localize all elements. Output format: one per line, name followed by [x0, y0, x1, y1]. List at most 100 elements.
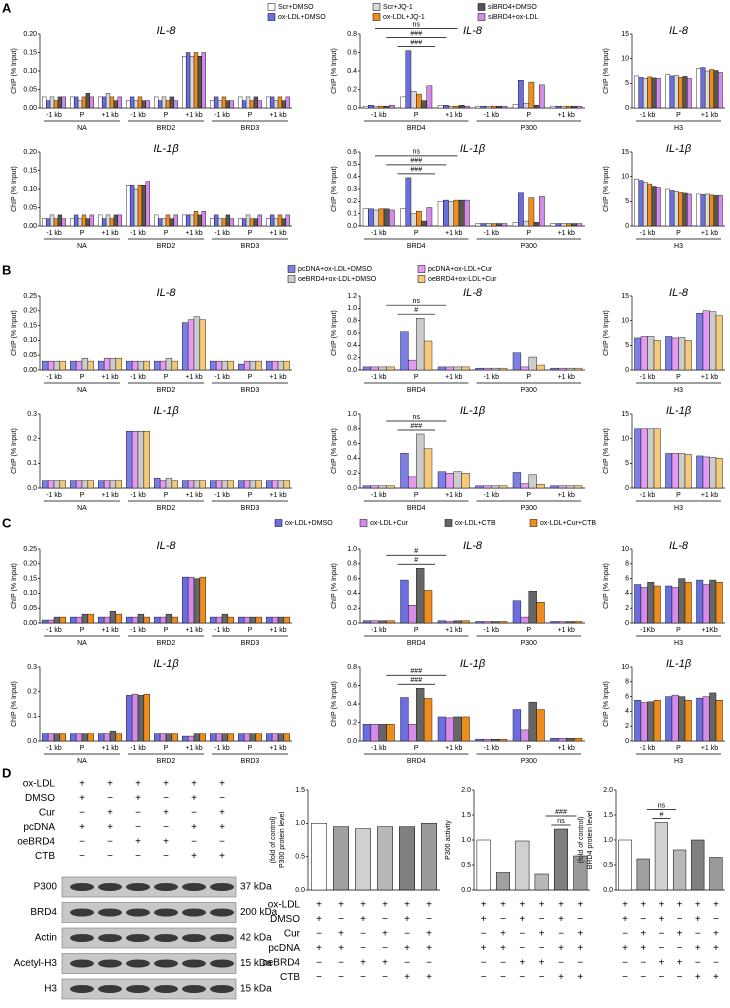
group-label: NA [77, 758, 87, 765]
bar [696, 579, 704, 624]
treatment-sign: + [404, 914, 410, 925]
y-axis-label: ChIP (% Input) [603, 563, 610, 609]
bar [109, 610, 117, 624]
bar [70, 96, 75, 109]
bar [137, 96, 143, 109]
x-tick-label: -1 kb [640, 745, 656, 752]
y-tick-label: 0.3 [27, 411, 37, 418]
blot-band [210, 985, 234, 993]
bar [480, 223, 487, 227]
bar [566, 367, 575, 371]
bar [171, 733, 178, 742]
x-tick-label: P [80, 374, 85, 381]
bar [533, 105, 540, 109]
bar [238, 616, 245, 624]
blot-band [210, 934, 234, 942]
y-tick-label: 2 [625, 605, 629, 612]
x-tick-label: -1 kb [371, 627, 387, 634]
x-tick-label: +1 kb [558, 374, 575, 381]
y-axis-label: P300 protein level [279, 812, 286, 868]
treatment-sign: + [658, 914, 664, 925]
bar [555, 105, 562, 109]
bar [423, 698, 433, 742]
x-tick-label: P [248, 374, 253, 381]
treatment-sign: − [622, 972, 628, 983]
bar [682, 192, 688, 227]
legend-label: siBRD4+DMSO [488, 4, 537, 11]
bar [671, 694, 679, 742]
treatment-sign: + [135, 793, 141, 804]
treatment-sign: + [695, 914, 701, 925]
treatment-sign: − [191, 808, 197, 819]
y-tick-label: 1.5 [603, 812, 613, 819]
y-tick-label: 0.20 [23, 308, 37, 315]
bar [42, 619, 49, 624]
treatment-sign: + [713, 943, 719, 954]
chart-title: IL-1β [153, 143, 179, 155]
treatment-sign: − [135, 808, 141, 819]
bar [215, 733, 223, 742]
bar [518, 192, 524, 227]
bar [245, 96, 251, 109]
bar [201, 210, 206, 227]
y-tick-label: 0.25 [23, 293, 37, 300]
significance-label: # [414, 307, 418, 314]
bar [491, 738, 500, 742]
bar [416, 318, 425, 371]
x-tick-label: -1 kb [640, 374, 656, 381]
bar [129, 185, 135, 227]
treatment-sign: − [338, 972, 344, 983]
blot-name: Acetyl-H3 [14, 958, 58, 969]
y-axis-label: ChIP (% Input) [603, 310, 610, 356]
y-tick-label: 6 [625, 575, 629, 582]
bar [266, 360, 273, 371]
treatment-sign: + [79, 793, 85, 804]
bar [523, 103, 529, 109]
bar [53, 360, 61, 371]
bar [618, 839, 632, 891]
y-tick-label: 0 [625, 223, 629, 230]
bar [115, 733, 122, 742]
bar [105, 214, 111, 227]
x-tick-label: +1 kb [558, 627, 575, 634]
bar [61, 218, 66, 227]
y-tick-label: 15 [621, 293, 629, 300]
bar [464, 105, 470, 109]
bar [378, 724, 387, 742]
bar [154, 477, 161, 489]
treatment-sign: + [658, 900, 664, 911]
chart-title: IL-8 [157, 287, 177, 299]
bar [103, 357, 111, 371]
bar [115, 357, 122, 371]
bar [523, 220, 529, 227]
blot-band [154, 985, 178, 993]
bar [165, 613, 173, 624]
treatment-sign: − [677, 914, 683, 925]
y-tick-label: 0.5 [295, 854, 305, 861]
treatment-sign: + [163, 837, 169, 848]
treatment-sign: + [316, 900, 322, 911]
treatment-sign: − [539, 972, 545, 983]
treatment-sign: − [539, 914, 545, 925]
bar [165, 214, 171, 227]
bar [684, 582, 692, 624]
significance-label: ### [410, 423, 422, 430]
treatment-sign: − [338, 914, 344, 925]
blot-band [126, 959, 150, 968]
bar [709, 194, 715, 227]
x-tick-label: -1 kb [483, 627, 499, 634]
bar [370, 366, 379, 371]
bar [647, 183, 653, 227]
x-tick-label: P [526, 627, 531, 634]
chart-title: IL-8 [157, 25, 177, 37]
y-axis-label: ChIP (% Input) [331, 166, 338, 212]
bar [281, 100, 287, 109]
bar [669, 75, 675, 109]
significance-label: # [414, 548, 418, 555]
bar [647, 701, 655, 742]
x-tick-label: +1 kb [269, 627, 286, 634]
significance-label: ns [413, 298, 421, 305]
panel-label: B [2, 262, 11, 277]
bar [273, 218, 279, 227]
bar [333, 826, 349, 891]
